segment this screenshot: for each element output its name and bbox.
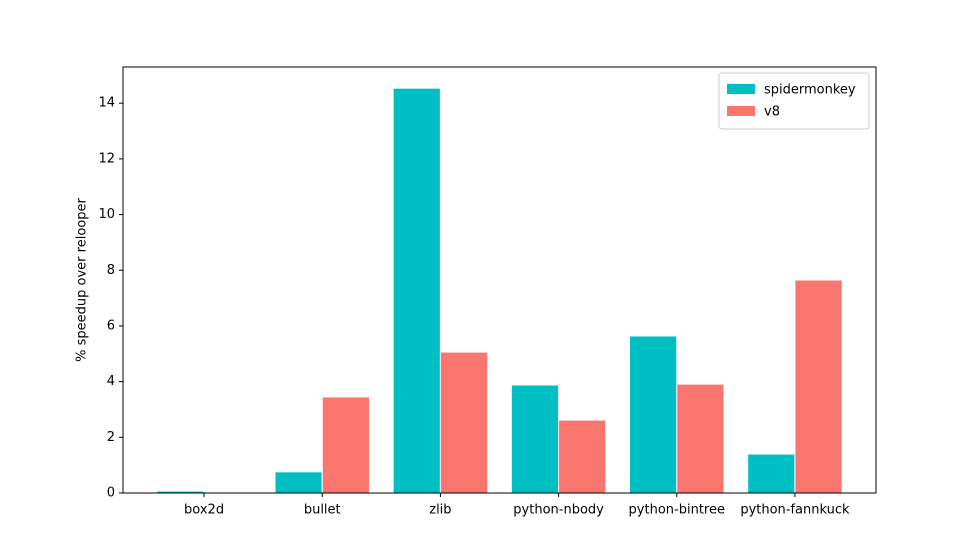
bar [392,87,441,494]
x-tick-label: python-bintree [629,503,725,518]
x-tick-label: box2d [184,503,224,518]
y-tick-label: 8 [107,263,115,278]
bar [274,471,323,494]
y-tick-label: 10 [98,207,115,222]
legend-frame [718,72,870,130]
legend-label: v8 [764,105,780,120]
y-tick-label: 0 [107,486,115,501]
bar [628,335,678,494]
y-tick-label: 12 [98,151,115,166]
legend: spidermonkey v8 [718,72,870,130]
bar [747,453,796,494]
x-tick-label: python-nbody [513,503,604,518]
legend-label: spidermonkey [764,83,856,98]
bar [510,384,560,494]
bar [676,383,725,494]
y-tick-label: 2 [107,430,115,445]
bar [558,419,607,494]
y-axis-label: % speedup over relooper [75,198,90,362]
plot-frame [122,66,877,494]
bar [794,279,843,494]
y-tick-label: 4 [107,374,115,389]
y-tick-label: 6 [107,318,115,333]
legend-swatch [727,106,755,116]
bar [321,396,371,494]
x-tick-label: python-fannkuck [740,503,850,518]
bar [439,351,489,494]
legend-swatch [727,84,755,94]
y-tick-label: 14 [98,96,115,111]
x-tick-label: bullet [304,503,341,518]
x-tick-label: zlib [429,503,451,518]
